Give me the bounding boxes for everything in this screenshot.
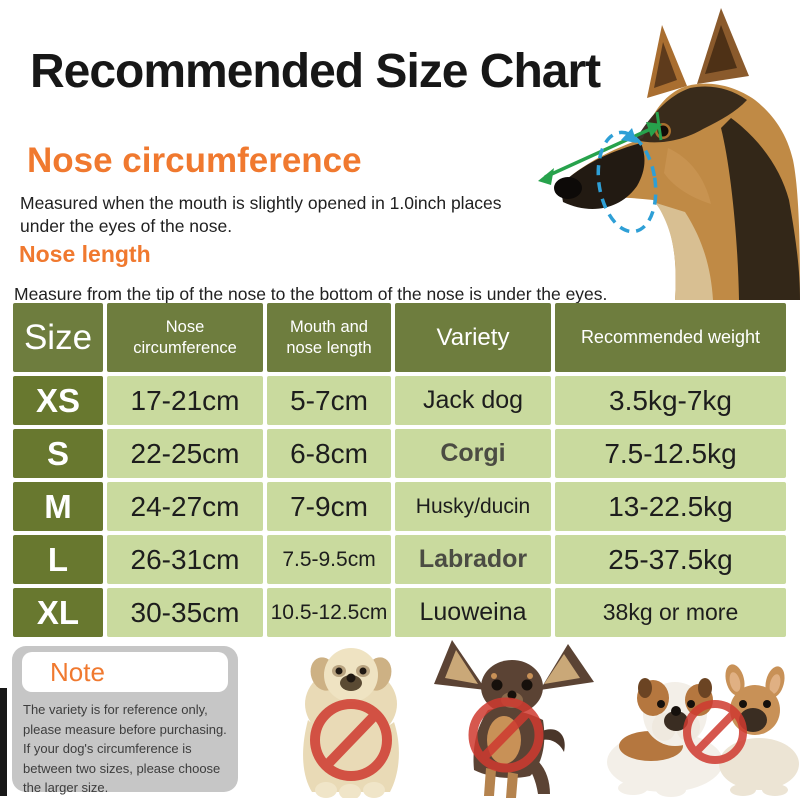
nose-circumference-heading: Nose circumference bbox=[27, 141, 362, 180]
table-row-xs-nose: 17-21cm bbox=[107, 376, 263, 425]
german-shepherd-photo bbox=[538, 8, 800, 300]
table-row-l-size: L bbox=[13, 535, 103, 584]
note-text: The variety is for reference only, pleas… bbox=[23, 702, 227, 795]
table-row-l-weight: 25-37.5kg bbox=[555, 535, 786, 584]
table-row-xs-mouth: 5-7cm bbox=[267, 376, 391, 425]
prohibition-icon bbox=[310, 699, 392, 781]
table-header-nose-circumference: Nose circumference bbox=[107, 303, 263, 372]
table-row-m-mouth: 7-9cm bbox=[267, 482, 391, 531]
pekingese-photo bbox=[303, 648, 399, 798]
table-row-m-variety: Husky/ducin bbox=[395, 482, 551, 531]
nose-length-heading: Nose length bbox=[19, 241, 151, 267]
table-row-l-mouth: 7.5-9.5cm bbox=[267, 535, 391, 584]
table-row-xl-size: XL bbox=[13, 588, 103, 637]
table-row-s-size: S bbox=[13, 429, 103, 478]
nose-circumference-ellipse-icon bbox=[596, 128, 658, 234]
table-header-size: Size bbox=[13, 303, 103, 372]
table-row-xl-variety: Luoweina bbox=[395, 588, 551, 637]
note-box: Note The variety is for reference only, … bbox=[12, 646, 238, 795]
note-label-pill: Note bbox=[22, 652, 228, 692]
table-row-m-weight: 13-22.5kg bbox=[555, 482, 786, 531]
table-row-m-nose: 24-27cm bbox=[107, 482, 263, 531]
table-row-l-variety: Labrador bbox=[395, 535, 551, 584]
table-row-xs-variety: Jack dog bbox=[395, 376, 551, 425]
table-header-variety: Variety bbox=[395, 303, 551, 372]
table-row-xl-mouth: 10.5-12.5cm bbox=[267, 588, 391, 637]
table-row-l-nose: 26-31cm bbox=[107, 535, 263, 584]
bulldogs-photo bbox=[607, 664, 799, 797]
table-row-m-size: M bbox=[13, 482, 103, 531]
note-label: Note bbox=[50, 656, 105, 687]
prohibition-icon bbox=[468, 697, 544, 773]
table-row-s-variety: Corgi bbox=[395, 429, 551, 478]
size-table: Size Nose circumference Mouth and nose l… bbox=[13, 303, 786, 637]
chihuahua-photo bbox=[434, 640, 594, 798]
table-row-xl-weight: 38kg or more bbox=[555, 588, 786, 637]
table-row-s-mouth: 6-8cm bbox=[267, 429, 391, 478]
table-row-s-nose: 22-25cm bbox=[107, 429, 263, 478]
page-title: Recommended Size Chart bbox=[30, 45, 601, 98]
table-row-s-weight: 7.5-12.5kg bbox=[555, 429, 786, 478]
table-row-xs-weight: 3.5kg-7kg bbox=[555, 376, 786, 425]
table-header-weight: Recommended weight bbox=[555, 303, 786, 372]
nose-circumference-description: Measured when the mouth is slightly open… bbox=[20, 193, 502, 236]
left-edge-strip bbox=[0, 688, 7, 796]
prohibition-icon bbox=[683, 700, 747, 764]
table-row-xl-nose: 30-35cm bbox=[107, 588, 263, 637]
table-row-xs-size: XS bbox=[13, 376, 103, 425]
nose-length-description: Measure from the tip of the nose to the … bbox=[14, 284, 608, 304]
table-header-mouth-nose-length: Mouth and nose length bbox=[267, 303, 391, 372]
